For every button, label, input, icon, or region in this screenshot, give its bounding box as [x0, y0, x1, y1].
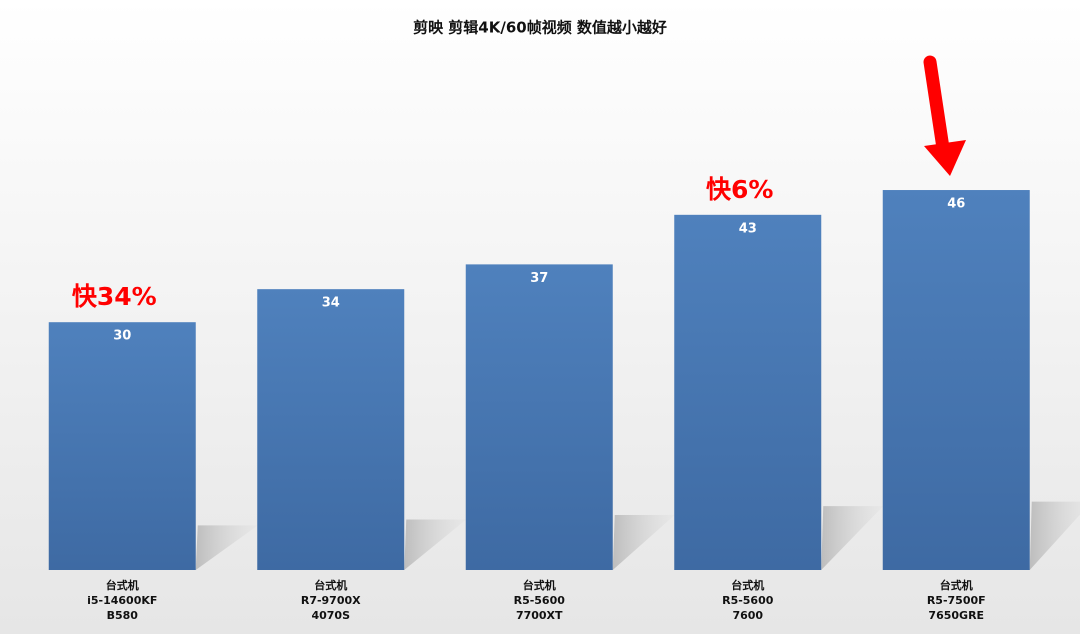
value-label: 46 — [947, 197, 965, 212]
x-tick-label: 7650GRE — [928, 609, 984, 622]
x-tick-label: 台式机 — [731, 578, 764, 592]
bar-shadow — [612, 514, 675, 570]
x-tick-label: 台式机 — [314, 578, 347, 592]
bar — [465, 264, 613, 570]
value-label: 43 — [739, 221, 757, 236]
annotation: 快34% — [72, 282, 157, 311]
annotation: 快6% — [706, 175, 773, 204]
x-tick-label: 台式机 — [940, 578, 973, 592]
bar — [674, 214, 822, 570]
value-label: 37 — [530, 271, 548, 286]
x-tick-label: R5-5600 — [722, 594, 774, 607]
shadows — [195, 501, 1080, 570]
x-tick-label: R7-9700X — [301, 594, 361, 607]
bar — [48, 322, 196, 570]
bar — [882, 190, 1030, 571]
x-tick-label: 台式机 — [106, 578, 139, 592]
arrow — [923, 55, 966, 176]
x-tick-label: i5-14600KF — [87, 594, 157, 607]
chart-title: 剪映 剪辑4K/60帧视频 数值越小越好 — [413, 19, 667, 37]
bar-shadow — [1029, 501, 1080, 570]
x-tick-label: 台式机 — [523, 578, 556, 592]
value-label: 34 — [322, 296, 340, 311]
bar-shadow — [404, 519, 467, 570]
x-tick-label: B580 — [107, 609, 139, 622]
x-tick-label: R5-5600 — [514, 594, 566, 607]
x-tick-label: R5-7500F — [927, 594, 986, 607]
bar-shadow — [821, 506, 884, 570]
x-tick-label: 4070S — [311, 609, 350, 622]
bar-shadow — [195, 525, 258, 570]
value-label: 30 — [113, 329, 131, 344]
x-tick-label: 7600 — [732, 609, 763, 622]
bar — [257, 289, 405, 570]
x-tick-label: 7700XT — [516, 609, 563, 622]
